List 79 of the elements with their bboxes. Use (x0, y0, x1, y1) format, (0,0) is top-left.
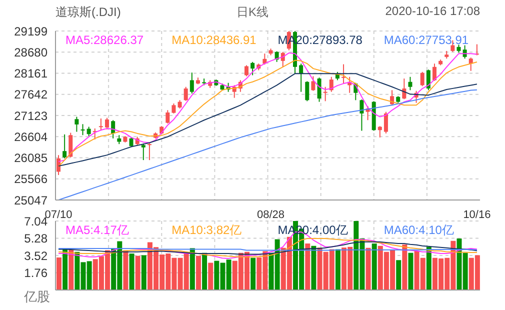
text: 2020-10-16 17:08 (385, 4, 480, 18)
candlestick (250, 61, 255, 76)
y-tick-label: 25566 (14, 172, 48, 186)
candlestick (129, 136, 134, 148)
candlestick (166, 110, 170, 124)
candlestick (244, 64, 248, 77)
text: MA60:27753.91 (384, 33, 469, 47)
y-tick-label: 27123 (14, 108, 48, 123)
candlestick (141, 142, 146, 161)
candlestick (323, 86, 328, 102)
candlestick (105, 117, 110, 130)
candlestick (86, 126, 91, 137)
candlestick (311, 76, 316, 92)
candlestick (172, 102, 176, 114)
candlestick (384, 111, 388, 134)
y-tick-label: 5.28 (24, 232, 48, 246)
candlestick (378, 126, 382, 138)
y-axis-title: 亿股 (23, 288, 50, 306)
bar (311, 246, 316, 290)
bar (202, 252, 208, 290)
series-label: MA5:4.17亿 (66, 223, 129, 237)
candlestick (68, 132, 73, 158)
y-tick-label: 25047 (14, 193, 48, 208)
bar (426, 246, 432, 290)
bar (135, 256, 140, 290)
candlestick (305, 80, 310, 102)
bar (396, 260, 402, 290)
candlestick (190, 72, 194, 94)
line-series (58, 238, 478, 258)
bar (123, 250, 128, 290)
bar (56, 257, 62, 290)
y-tick-label: 3.52 (24, 248, 48, 263)
x-tick-label: 07/10 (44, 209, 72, 221)
candlestick (80, 124, 85, 136)
y-tick-label: 28161 (14, 66, 48, 81)
bar (335, 249, 340, 290)
bar (68, 250, 74, 290)
bar (196, 256, 201, 290)
y-tick-label: 26085 (14, 151, 48, 166)
candlestick (74, 116, 79, 132)
candlestick (426, 69, 430, 91)
x-tick-label: 10/16 (463, 209, 491, 221)
y-tick-label: 26604 (14, 130, 48, 144)
y-tick-label: 27642 (14, 88, 48, 102)
bar (190, 248, 195, 290)
candlestick (184, 86, 188, 102)
line-series (58, 89, 478, 200)
series-label: MA60:4.10亿 (384, 223, 454, 237)
bar (129, 254, 134, 290)
candlestick (62, 134, 67, 159)
x-tick-label: 08/28 (257, 209, 285, 221)
candlestick (408, 76, 412, 91)
candlestick (420, 71, 424, 87)
candlestick (147, 142, 152, 161)
text: MA10:28436.91 (172, 33, 256, 47)
bar (408, 252, 414, 290)
bar (402, 244, 408, 290)
y-tick-label: 28680 (14, 45, 48, 60)
bar (62, 250, 68, 290)
chart-subtitle: 日K线 (236, 5, 268, 19)
bar (141, 255, 146, 290)
y-tick-label: 1.76 (24, 266, 48, 280)
candlestick (360, 99, 364, 132)
bar (208, 262, 214, 290)
candlestick (468, 57, 473, 72)
text: MA5:28626.37 (66, 33, 144, 47)
y-tick-label: 29199 (14, 24, 48, 38)
chart-title: 道琼斯(.DJI) (56, 4, 121, 21)
candlestick (98, 118, 103, 131)
bar (250, 258, 256, 290)
bar (366, 248, 371, 290)
series-label: MA10:3.82亿 (172, 223, 242, 237)
bar (372, 244, 377, 290)
line-series (58, 241, 478, 255)
candlestick (342, 64, 346, 84)
bar (305, 244, 310, 290)
candlestick (317, 77, 322, 102)
candlestick (299, 63, 304, 92)
candlestick (432, 63, 436, 82)
